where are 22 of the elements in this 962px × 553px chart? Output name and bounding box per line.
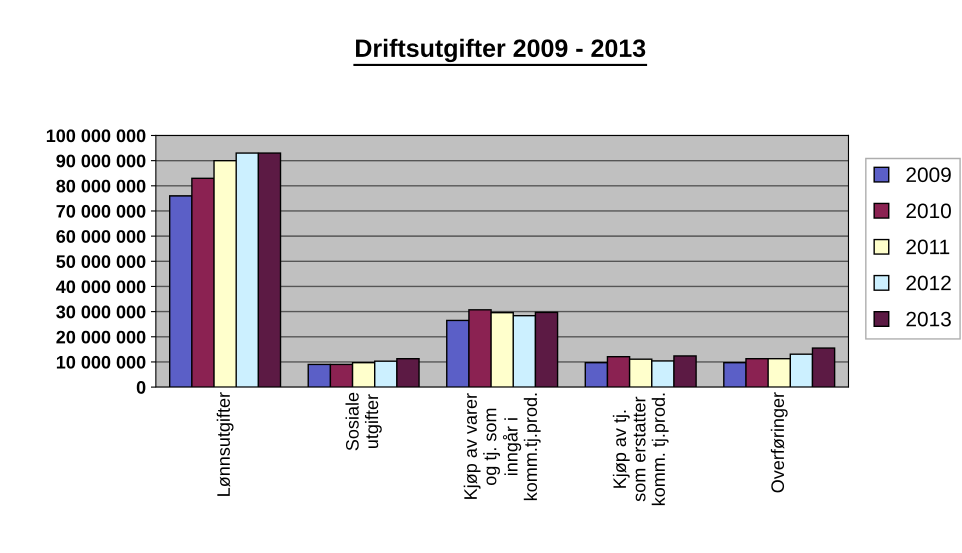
legend-label: 2011 (906, 240, 950, 254)
y-tick-label: 80 000 000 (56, 180, 146, 193)
x-tick-label: Overføringer (770, 392, 788, 492)
legend-label: 2012 (906, 276, 951, 290)
y-tick-label: 10 000 000 (56, 356, 146, 369)
y-tick-label: 40 000 000 (56, 280, 146, 294)
y-tick-label: 90 000 000 (56, 154, 146, 168)
y-tick-label: 20 000 000 (56, 330, 146, 344)
y-tick-label: 50 000 000 (56, 255, 146, 268)
y-tick-label: 30 000 000 (56, 306, 146, 318)
legend-label: 2009 (906, 167, 951, 182)
legend-label: 2013 (906, 312, 951, 326)
y-tick-label: 0 (136, 381, 146, 394)
x-tick-label: Lønnsutgifter (216, 392, 234, 496)
x-tick-label: Kjøp av tj. som erstatter komm. tj.prod. (612, 394, 669, 506)
x-tick-label: Sosiale utgifter (345, 392, 382, 450)
x-tick-label: Kjøp av varer og tj. som inngår i komm.tj.prod. (464, 393, 541, 500)
y-tick-label: 70 000 000 (56, 204, 146, 218)
y-tick-label: 60 000 000 (56, 230, 146, 243)
chart-title: Driftsutgifter 2009 - 2013 (356, 38, 646, 62)
y-tick-label: 100 000 000 (46, 129, 146, 142)
legend-label: 2010 (906, 203, 951, 218)
